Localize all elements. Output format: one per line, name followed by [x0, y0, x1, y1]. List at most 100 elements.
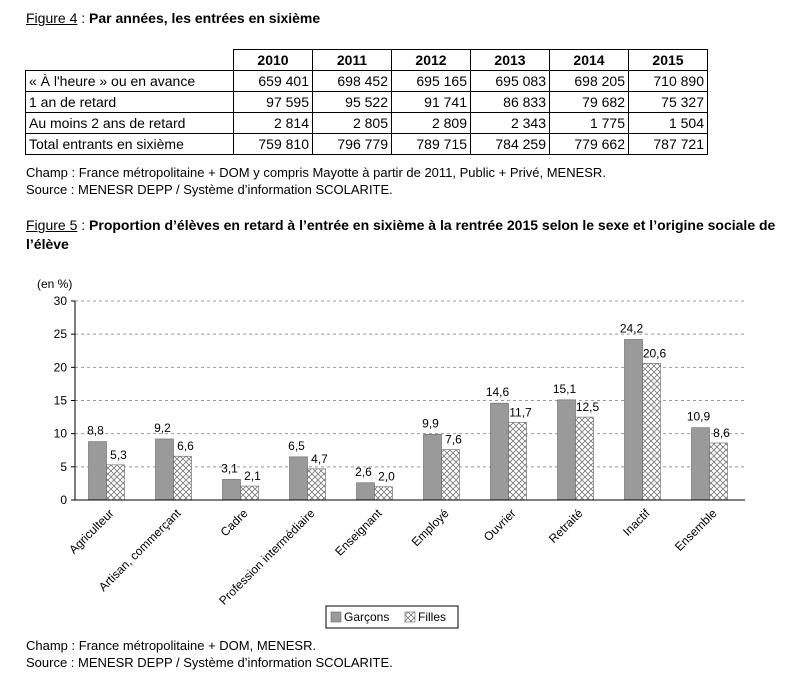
year-header: 2013	[470, 49, 550, 71]
bar-garcons	[490, 402, 509, 501]
bar-filles	[240, 485, 259, 501]
data-label-filles: 12,5	[576, 400, 600, 414]
row-label: Total entrants en sixième	[25, 133, 234, 155]
table-cell: 695 165	[391, 70, 471, 92]
bar-filles	[307, 468, 326, 501]
data-label-garcons: 2,6	[355, 465, 372, 479]
x-tick-label: Employé	[409, 506, 452, 549]
year-header: 2015	[628, 49, 708, 71]
x-tick-label: Retraité	[546, 506, 586, 546]
figure5-notes: Champ : France métropolitaine + DOM, MEN…	[26, 637, 393, 671]
figure4-heading: Par années, les entrées en sixième	[89, 10, 321, 26]
table-cell: 2 814	[233, 112, 313, 134]
bar-garcons	[691, 427, 710, 501]
figure4-title: Figure 4 : Par années, les entrées en si…	[26, 10, 320, 26]
figure4-label: Figure 4	[26, 10, 78, 26]
figure5-source: Source : MENESR DEPP / Système d’informa…	[26, 655, 393, 670]
year-header: 2014	[549, 49, 629, 71]
data-label-filles: 2,0	[378, 470, 395, 484]
x-tick-label: Ensemble	[672, 506, 720, 554]
table-cell: 787 721	[628, 133, 708, 155]
data-label-garcons: 10,9	[687, 410, 711, 424]
figure5-heading: Proportion d’élèves en retard à l’entrée…	[26, 217, 776, 252]
year-header: 2012	[391, 49, 471, 71]
figure4-source: Source : MENESR DEPP / Système d’informa…	[26, 182, 393, 197]
y-tick-label: 5	[60, 460, 67, 474]
legend-box	[325, 605, 459, 629]
data-label-garcons: 9,2	[154, 421, 171, 435]
x-tick-label: Agriculteur	[66, 506, 116, 556]
table-cell: 698 205	[549, 70, 629, 92]
bar-garcons	[155, 438, 174, 501]
table-cell: 79 682	[549, 91, 629, 113]
data-label-garcons: 24,2	[620, 321, 644, 335]
data-label-garcons: 6,5	[288, 439, 305, 453]
table-cell: 779 662	[549, 133, 629, 155]
x-tick-label: Enseignant	[332, 506, 385, 559]
table-cell: 1 504	[628, 112, 708, 134]
row-label: « À l'heure » ou en avance	[25, 70, 234, 92]
bar-garcons	[88, 441, 107, 501]
bar-chart: 8,8 5,3 9,2 6,6 3,1 2,1 6,5 4,7 2,6 2,0 9,9 7,6 14,6…	[37, 277, 745, 629]
bar-garcons	[356, 482, 375, 501]
legend-swatch-filles	[404, 611, 416, 623]
table-cell: 97 595	[233, 91, 313, 113]
x-tick-label: Ouvrier	[481, 506, 519, 544]
legend-label-garcons: Garçons	[344, 610, 389, 624]
figure5-sep: :	[77, 217, 90, 233]
table-cell: 759 810	[233, 133, 313, 155]
table-row: Au moins 2 ans de retard 2 814 2 805 2 8…	[25, 112, 708, 134]
bar-filles	[374, 486, 393, 501]
bar-filles	[575, 416, 594, 501]
table-cell: 659 401	[233, 70, 313, 92]
x-tick-label: Cadre	[218, 506, 251, 539]
x-tick-label: Inactif	[620, 506, 653, 539]
figure5-label: Figure 5	[26, 217, 78, 233]
y-tick-label: 30	[54, 294, 68, 308]
figure4-champ: Champ : France métropolitaine + DOM y co…	[26, 165, 606, 180]
entries-table: 2010 2011 2012 2013 2014 2015 « À l'heur…	[25, 49, 708, 155]
data-label-garcons: 15,1	[553, 382, 577, 396]
y-tick-label: 20	[54, 360, 68, 374]
data-label-filles: 2,1	[244, 469, 261, 483]
data-label-filles: 6,6	[177, 439, 194, 453]
table-cell: 75 327	[628, 91, 708, 113]
bar-filles	[709, 442, 728, 501]
data-label-filles: 4,7	[311, 452, 328, 466]
data-label-filles: 11,7	[509, 405, 532, 419]
year-header: 2010	[233, 49, 313, 71]
table-cell: 784 259	[470, 133, 550, 155]
bar-filles	[642, 363, 661, 501]
bar-garcons	[289, 456, 308, 501]
table-cell: 695 083	[470, 70, 550, 92]
table-cell: 698 452	[312, 70, 392, 92]
data-label-garcons: 8,8	[87, 424, 104, 438]
figure4-notes: Champ : France métropolitaine + DOM y co…	[26, 164, 606, 198]
figure5-title: Figure 5 : Proportion d’élèves en retard…	[26, 216, 786, 254]
bar-garcons	[222, 479, 241, 501]
bar-filles	[508, 422, 527, 501]
table-cell: 95 522	[312, 91, 392, 113]
data-label-filles: 7,6	[445, 433, 462, 447]
bar-filles	[441, 449, 460, 501]
table-cell: 91 741	[391, 91, 471, 113]
table-cell: 710 890	[628, 70, 708, 92]
table-row: 1 an de retard 97 595 95 522 91 741 86 8…	[25, 91, 708, 113]
table-cell: 789 715	[391, 133, 471, 155]
table-cell: 86 833	[470, 91, 550, 113]
data-label-garcons: 14,6	[486, 385, 510, 399]
table-cell: 2 809	[391, 112, 471, 134]
table-corner	[25, 49, 234, 71]
figure4-sep: :	[77, 10, 90, 26]
bar-garcons	[423, 434, 442, 501]
table-cell: 796 779	[312, 133, 392, 155]
y-tick-label: 25	[54, 327, 68, 341]
y-tick-label: 15	[54, 394, 68, 408]
data-label-garcons: 3,1	[221, 461, 238, 475]
table-row: « À l'heure » ou en avance 659 401 698 4…	[25, 70, 708, 92]
table-cell: 2 343	[470, 112, 550, 134]
row-label: Au moins 2 ans de retard	[25, 112, 234, 134]
data-label-filles: 20,6	[643, 346, 667, 360]
figure5-champ: Champ : France métropolitaine + DOM, MEN…	[26, 638, 317, 653]
legend-label-filles: Filles	[418, 610, 446, 624]
